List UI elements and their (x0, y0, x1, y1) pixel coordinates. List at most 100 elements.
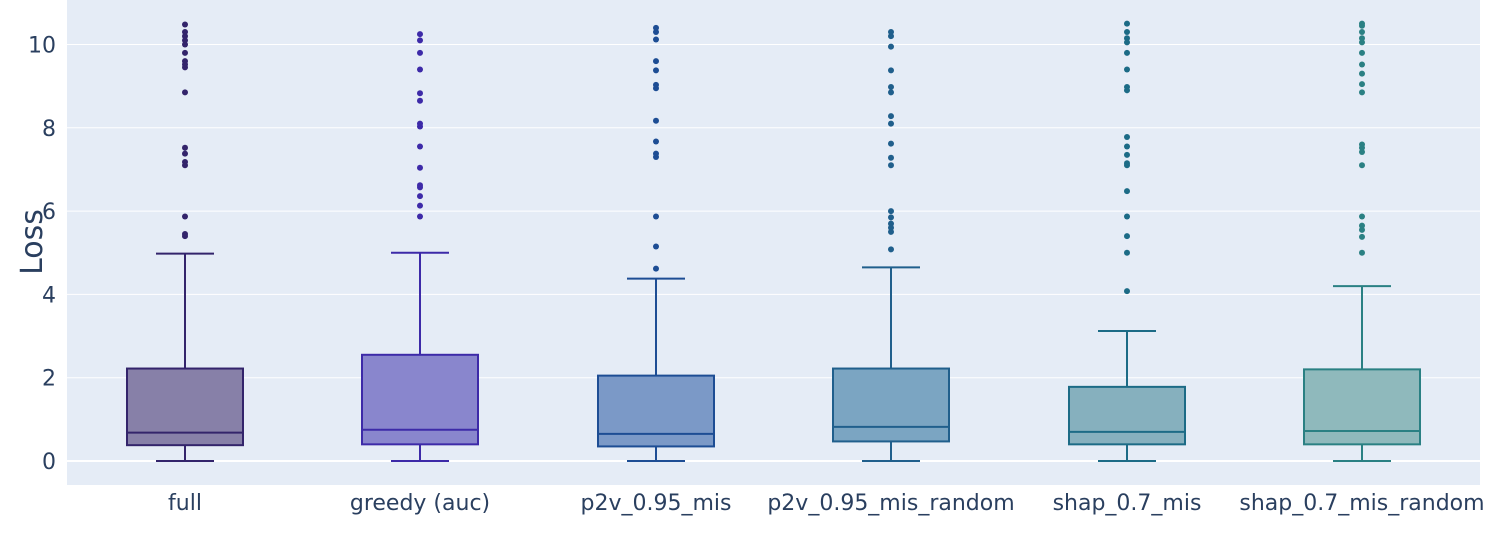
outlier-point (1124, 213, 1130, 220)
box-body (832, 367, 950, 443)
outlier-point (888, 214, 894, 221)
outlier-point (417, 66, 423, 73)
outlier-point (1124, 249, 1130, 256)
outlier-point (653, 81, 659, 88)
gridlines (67, 44, 1480, 462)
outlier-point (1124, 160, 1130, 167)
outlier-point (1359, 39, 1365, 46)
box-full (126, 21, 244, 462)
box-p2v_0.95_mis (597, 24, 715, 462)
box-shap_0.7_mis_random (1303, 20, 1421, 462)
outlier-point (1359, 249, 1365, 256)
outlier-point (1124, 29, 1130, 36)
outlier-point (417, 49, 423, 56)
outlier-point (653, 29, 659, 36)
outlier-point (888, 43, 894, 50)
box-body (361, 353, 479, 446)
outlier-point (1359, 226, 1365, 233)
outlier-point (653, 24, 659, 31)
outlier-point (182, 41, 188, 48)
outlier-point (653, 213, 659, 220)
y-tick-label-2: 2 (42, 367, 56, 392)
outlier-point (888, 154, 894, 161)
outlier-point (888, 67, 894, 74)
outlier-point (1124, 133, 1130, 140)
outlier-point (417, 202, 423, 209)
box-body (1068, 385, 1186, 446)
x-axis-ticks: full greedy (auc) p2v_0.95_mis p2v_0.95_mis… (168, 491, 1485, 516)
outlier-point (1124, 151, 1130, 158)
outlier-point (653, 36, 659, 43)
outlier-point (1359, 213, 1365, 220)
outlier-point (653, 138, 659, 145)
outlier-point (1124, 233, 1130, 240)
outlier-point (1124, 288, 1130, 295)
y-tick-label-6: 6 (42, 200, 56, 225)
outlier-point (417, 193, 423, 200)
outlier-point (888, 246, 894, 253)
outlier-point (653, 58, 659, 65)
outlier-point (417, 97, 423, 104)
outlier-point (888, 83, 894, 90)
outlier-point (888, 89, 894, 96)
outlier-point (1124, 20, 1130, 27)
box-shap_0.7_mis (1068, 20, 1186, 462)
outlier-point (653, 117, 659, 124)
outlier-point (1359, 148, 1365, 155)
outlier-point (182, 58, 188, 65)
x-tick-label-5: shap_0.7_mis_random (1239, 491, 1484, 516)
y-tick-label-10: 10 (28, 34, 56, 59)
outlier-point (1359, 35, 1365, 42)
x-tick-label-2: p2v_0.95_mis (581, 491, 732, 516)
outlier-point (888, 208, 894, 215)
box-body (1303, 368, 1421, 446)
x-tick-label-3: p2v_0.95_mis_random (767, 491, 1014, 516)
outlier-point (182, 158, 188, 165)
outlier-point (888, 120, 894, 127)
outlier-point (182, 33, 188, 40)
outlier-point (888, 140, 894, 147)
outlier-point (417, 182, 423, 189)
outlier-point (1124, 39, 1130, 46)
outlier-point (1124, 66, 1130, 73)
outlier-point (182, 37, 188, 44)
outlier-point (1359, 29, 1365, 36)
box-p2v_0.95_mis_random (832, 29, 950, 462)
outlier-point (1359, 233, 1365, 240)
outlier-point (1359, 70, 1365, 77)
outlier-point (1359, 89, 1365, 96)
y-tick-label-0: 0 (42, 450, 56, 475)
outlier-point (888, 162, 894, 169)
outlier-point (182, 89, 188, 96)
outlier-point (1359, 81, 1365, 88)
box-greedy (auc) (361, 31, 479, 462)
outlier-point (1124, 49, 1130, 56)
outlier-point (1359, 141, 1365, 148)
outlier-point (182, 231, 188, 238)
outlier-point (1124, 35, 1130, 42)
outlier-point (1124, 188, 1130, 195)
outlier-point (417, 37, 423, 44)
box-body (597, 374, 715, 448)
outlier-point (182, 213, 188, 220)
outlier-point (653, 67, 659, 74)
y-axis-ticks: 0 2 4 6 8 10 (28, 34, 56, 476)
x-tick-label-0: full (168, 491, 202, 516)
y-axis-label: Loss (15, 209, 50, 275)
outlier-point (1359, 61, 1365, 68)
outlier-point (1359, 162, 1365, 169)
outlier-point (417, 213, 423, 220)
box-series (126, 20, 1421, 462)
outlier-point (182, 49, 188, 56)
outlier-point (182, 144, 188, 151)
outlier-point (1359, 49, 1365, 56)
outlier-point (417, 164, 423, 171)
outlier-point (417, 143, 423, 150)
outlier-point (1359, 222, 1365, 229)
y-tick-label-4: 4 (42, 283, 56, 308)
outlier-point (417, 31, 423, 38)
outlier-point (417, 90, 423, 97)
outlier-point (182, 150, 188, 157)
outlier-point (888, 220, 894, 227)
